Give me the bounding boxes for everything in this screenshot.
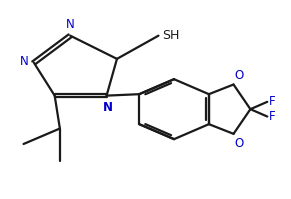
Text: N: N: [20, 55, 29, 68]
Text: O: O: [235, 69, 244, 82]
Text: SH: SH: [162, 29, 180, 42]
Text: F: F: [269, 110, 276, 123]
Text: N: N: [66, 18, 74, 31]
Text: F: F: [269, 95, 276, 108]
Text: N: N: [103, 101, 113, 114]
Text: O: O: [235, 137, 244, 150]
